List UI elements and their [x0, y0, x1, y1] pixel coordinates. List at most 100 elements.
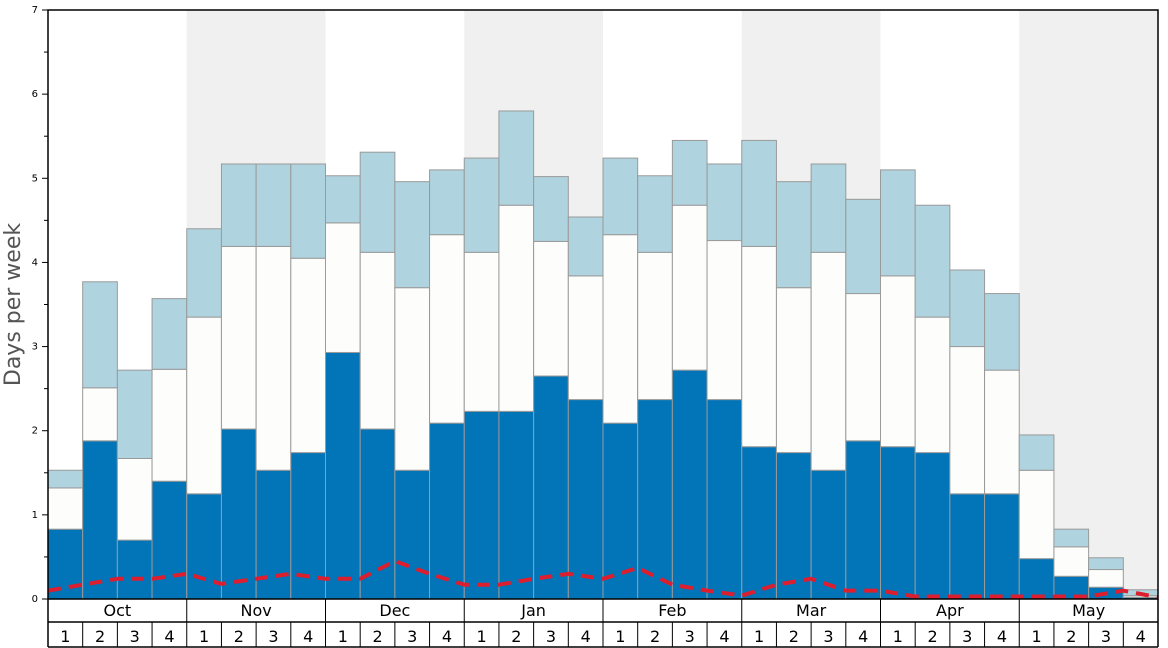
bar-middle-2	[116, 457, 153, 541]
bar-middle-3	[151, 368, 188, 482]
bar-middle-9	[359, 251, 396, 430]
month-label-apr: Apr	[936, 601, 964, 620]
bar-dark-27	[984, 493, 1020, 600]
bar-middle-17	[637, 251, 673, 401]
bar-middle-13	[498, 204, 535, 412]
bar-light-16	[602, 157, 639, 236]
bar-light-15	[567, 216, 604, 277]
bar-middle-11	[429, 234, 465, 424]
ytick-label: 3	[32, 342, 38, 353]
bar-middle-21	[775, 287, 812, 454]
month-label-mar: Mar	[796, 601, 827, 620]
week-label: 4	[164, 627, 174, 646]
ytick-label: 1	[32, 510, 38, 521]
bar-dark-2	[116, 539, 153, 600]
bar-light-22	[810, 163, 847, 253]
bar-middle-30	[1088, 569, 1124, 588]
bar-light-21	[775, 181, 812, 289]
week-label: 1	[1032, 627, 1042, 646]
line-series	[47, 559, 1159, 600]
bar-middle-27	[984, 369, 1020, 495]
week-label: 2	[372, 627, 382, 646]
week-label: 1	[893, 627, 903, 646]
bar-dark-23	[845, 440, 881, 600]
week-label: 2	[927, 627, 937, 646]
bar-light-14	[533, 176, 569, 242]
labels: Days per week 0 1 2 3 4 5 6 7 Oct Nov Dec Jan Feb Mar…	[1, 5, 1146, 646]
bar-light-18	[671, 139, 708, 206]
week-label: 4	[581, 627, 591, 646]
week-label: 1	[60, 627, 70, 646]
bar-middle-8	[325, 222, 361, 353]
week-label: 3	[407, 627, 417, 646]
week-label: 3	[1101, 627, 1111, 646]
month-label-oct: Oct	[104, 601, 132, 620]
week-label: 2	[95, 627, 105, 646]
week-label: 3	[130, 627, 140, 646]
bar-middle-5	[220, 245, 257, 430]
bar-light-11	[429, 169, 465, 236]
week-label: 3	[546, 627, 556, 646]
month-label-feb: Feb	[658, 601, 686, 620]
bar-light-17	[637, 175, 673, 253]
bar-middle-14	[533, 240, 569, 377]
week-label: 2	[650, 627, 660, 646]
week-label: 1	[199, 627, 209, 646]
bar-light-1	[82, 281, 118, 389]
ytick-label: 6	[32, 89, 38, 100]
bar-dark-16	[602, 422, 639, 600]
bar-dark-9	[359, 428, 396, 600]
bar-light-30	[1088, 557, 1124, 571]
bar-dark-28	[1018, 558, 1055, 600]
bar-middle-1	[82, 387, 118, 442]
bar-light-6	[255, 163, 292, 247]
bars	[47, 110, 1159, 600]
week-label: 4	[303, 627, 313, 646]
bar-middle-15	[567, 275, 604, 401]
week-label: 2	[1066, 627, 1076, 646]
week-label: 2	[234, 627, 244, 646]
bar-middle-16	[602, 234, 639, 424]
month-label-nov: Nov	[241, 601, 272, 620]
week-label: 4	[858, 627, 868, 646]
axes	[42, 9, 1159, 648]
bar-dark-12	[463, 410, 500, 600]
bar-light-24	[880, 169, 916, 277]
bar-dark-6	[255, 469, 292, 600]
bar-middle-23	[845, 293, 881, 442]
ytick-label: 5	[32, 173, 38, 184]
bar-light-27	[984, 293, 1020, 371]
week-label: 1	[477, 627, 487, 646]
ytick-label: 0	[32, 594, 38, 605]
bar-middle-0	[47, 487, 84, 530]
bar-middle-12	[463, 251, 500, 412]
ytick-label: 2	[32, 426, 38, 437]
bar-dark-17	[637, 399, 673, 600]
ytick-label: 7	[32, 5, 38, 16]
bar-light-8	[325, 175, 361, 224]
bar-light-2	[116, 369, 153, 459]
week-label: 3	[685, 627, 695, 646]
bar-dark-19	[706, 399, 743, 600]
week-label: 4	[719, 627, 729, 646]
bar-dark-25	[914, 452, 951, 600]
bar-light-12	[463, 157, 500, 253]
week-label: 4	[1136, 627, 1146, 646]
bar-middle-6	[255, 245, 292, 471]
bar-middle-28	[1018, 469, 1055, 560]
week-label: 2	[789, 627, 799, 646]
ytick-label: 4	[32, 257, 38, 268]
week-label: 1	[754, 627, 764, 646]
week-label: 4	[442, 627, 452, 646]
bar-middle-18	[671, 204, 708, 371]
bar-light-25	[914, 204, 951, 318]
bar-dark-22	[810, 469, 847, 600]
bar-dark-13	[498, 410, 535, 600]
bar-dark-26	[949, 493, 986, 600]
bar-light-20	[741, 139, 777, 247]
bar-light-0	[47, 469, 84, 489]
y-axis-label: Days per week	[1, 223, 26, 386]
bar-middle-29	[1053, 546, 1090, 577]
